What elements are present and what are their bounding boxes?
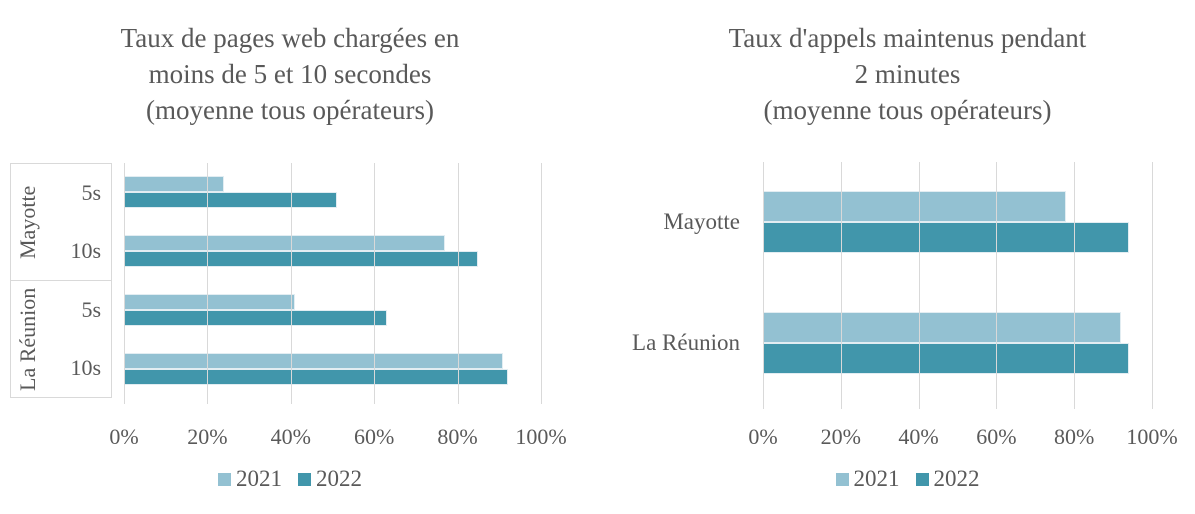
axis-tick: [207, 398, 209, 404]
gridline: [840, 162, 842, 403]
bar-row: [124, 222, 541, 281]
bar-2022-la-réunion-10s: [124, 368, 508, 385]
category-label: La Réunion: [632, 329, 740, 355]
category-label: 10s: [70, 355, 101, 380]
category-group: La Réunion 5s 10s: [11, 281, 111, 397]
x-tick-label: 40%: [898, 424, 939, 449]
category-label: Mayotte: [663, 209, 740, 235]
bar-2022-la-réunion-5s: [124, 309, 387, 326]
x-tick-label: 0%: [748, 424, 778, 449]
x-tick-label: 0%: [109, 424, 139, 449]
bar-row: [763, 162, 1152, 283]
axis-tick: [918, 403, 920, 409]
sub-labels: 5s 10s: [45, 281, 111, 397]
x-axis-labels: 0% 20% 40% 60% 80% 100%: [109, 424, 566, 454]
legend-item-2021: 2021: [835, 466, 900, 492]
axis-tick: [124, 398, 125, 404]
legend-item-2022: 2022: [298, 466, 362, 492]
bar-2021-mayotte: [763, 191, 1067, 223]
gridline: [457, 163, 459, 398]
legend-label-2021: 2021: [236, 466, 282, 491]
sub-labels: 5s 10s: [45, 164, 111, 280]
legend-swatch-2021: [835, 472, 849, 486]
axis-tick: [840, 403, 842, 409]
axis-tick: [1074, 403, 1076, 409]
bar-2022-mayotte: [763, 222, 1129, 254]
x-tick-label: 60%: [976, 424, 1017, 449]
gridline: [1152, 162, 1153, 403]
bar-2021-la-réunion-10s: [124, 352, 504, 369]
legend-swatch-2022: [298, 472, 311, 486]
bar-2021-mayotte-10s: [124, 235, 446, 252]
gridline: [374, 163, 376, 398]
axis-tick: [541, 398, 542, 404]
plot-area: [124, 163, 542, 404]
legend-item-2022: 2022: [915, 466, 980, 492]
category-label: 5s: [81, 180, 101, 205]
bar-2021-la-réunion-5s: [124, 293, 295, 310]
category-label: 10s: [70, 238, 101, 263]
bar-2022-la-réunion: [763, 342, 1129, 374]
x-tick-label: 40%: [270, 424, 311, 449]
x-tick-label: 80%: [437, 424, 478, 449]
bar-row: [124, 163, 541, 222]
axis-tick: [996, 403, 998, 409]
x-tick-label: 100%: [1126, 424, 1178, 449]
group-label: Mayotte: [15, 185, 40, 259]
axis-tick: [457, 398, 459, 404]
bar-2021-mayotte-5s: [124, 176, 225, 193]
legend-label-2021: 2021: [853, 466, 900, 491]
gridline: [763, 162, 764, 403]
x-axis-labels: 0% 20% 40% 60% 80% 100%: [748, 424, 1177, 454]
x-tick-label: 20%: [820, 424, 861, 449]
bar-row: [124, 339, 541, 398]
x-tick-label: 60%: [354, 424, 395, 449]
axis-tick: [290, 398, 292, 404]
chart-title: Taux de pages web chargées en moins de 5…: [120, 23, 460, 125]
legend: 2021 2022: [620, 466, 1195, 492]
bar-row: [124, 281, 541, 340]
legend-label-2022: 2022: [933, 466, 980, 491]
gridline: [1074, 162, 1076, 403]
x-tick-label: 20%: [187, 424, 228, 449]
legend-item-2021: 2021: [218, 466, 282, 492]
group-label: La Réunion: [15, 287, 40, 391]
bar-row: [763, 283, 1152, 404]
gridline: [996, 162, 998, 403]
gridline: [541, 163, 542, 398]
bar-2022-mayotte-10s: [124, 251, 479, 268]
legend-swatch-2022: [915, 472, 929, 486]
category-group: Mayotte 5s 10s: [11, 164, 111, 281]
gridline: [207, 163, 209, 398]
gridline: [290, 163, 292, 398]
legend: 2021 2022: [0, 466, 580, 492]
axis-tick: [374, 398, 376, 404]
axis-tick: [763, 403, 764, 409]
bar-rows: [124, 163, 541, 398]
bar-2022-mayotte-5s: [124, 192, 337, 209]
category-label: 5s: [81, 297, 101, 322]
category-axis-grouped: Mayotte 5s 10s La Réunion 5s 10s: [10, 163, 112, 398]
x-tick-label: 100%: [515, 424, 567, 449]
gridline: [124, 163, 125, 398]
legend-swatch-2021: [218, 472, 231, 486]
chart-web-load-times: Taux de pages web chargées en moins de 5…: [0, 0, 580, 514]
category-axis-simple: Mayotte La Réunion: [620, 162, 763, 403]
chart-call-retention: Taux d'appels maintenus pendant 2 minute…: [620, 0, 1195, 514]
bar-2021-la-réunion: [763, 311, 1121, 343]
axis-tick: [1152, 403, 1153, 409]
x-tick-label: 80%: [1054, 424, 1095, 449]
gridline: [918, 162, 920, 403]
bar-rows: [763, 162, 1152, 403]
chart-title: Taux d'appels maintenus pendant 2 minute…: [728, 23, 1087, 125]
plot-area: [763, 162, 1153, 409]
legend-label-2022: 2022: [316, 466, 362, 491]
